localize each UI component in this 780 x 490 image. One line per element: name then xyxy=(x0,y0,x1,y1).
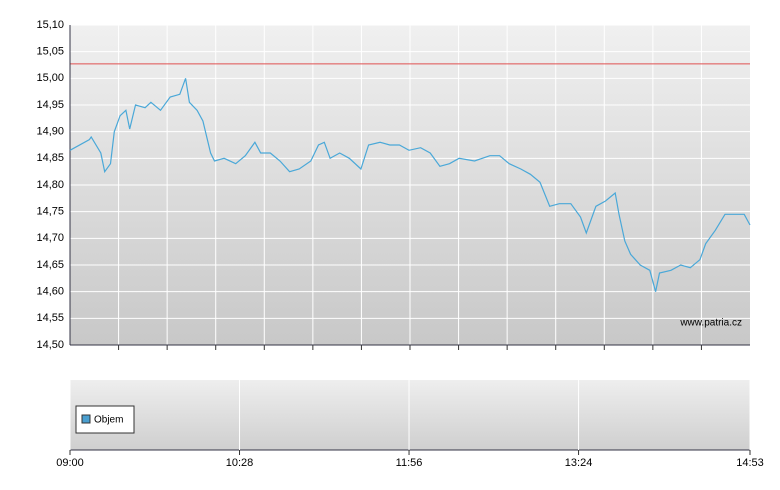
y-tick-label: 14,55 xyxy=(36,312,64,324)
y-tick-label: 15,00 xyxy=(36,72,64,84)
legend-swatch xyxy=(81,414,91,424)
y-tick-label: 14,85 xyxy=(36,152,64,164)
y-tick-label: 14,70 xyxy=(36,232,64,244)
volume-background xyxy=(70,380,750,450)
y-tick-label: 14,80 xyxy=(36,179,64,191)
layer: 14,50 14,55 14,60 14,65 14,70 14,75 14,80 14,85… xyxy=(36,19,763,469)
y-tick-label: 14,75 xyxy=(36,206,64,218)
x-tick-label: 11:56 xyxy=(396,457,423,469)
x-tick-label: 10:28 xyxy=(226,457,254,469)
x-tick-label: 14:53 xyxy=(736,457,764,469)
x-tick-label: 13:24 xyxy=(565,457,593,469)
y-tick-label: 14,65 xyxy=(36,259,64,271)
y-tick-label: 15,05 xyxy=(36,46,64,58)
legend-label: Objem xyxy=(94,415,123,426)
y-tick-label: 14,50 xyxy=(36,339,64,351)
y-tick-label: 14,90 xyxy=(36,126,64,138)
y-tick-label: 14,95 xyxy=(36,99,64,111)
y-tick-label: 14,60 xyxy=(36,286,64,298)
price-line xyxy=(69,78,751,292)
y-tick-label: 15,10 xyxy=(36,19,64,31)
x-tick-label: 09:00 xyxy=(56,457,84,469)
watermark: www.patria.cz xyxy=(679,318,742,329)
